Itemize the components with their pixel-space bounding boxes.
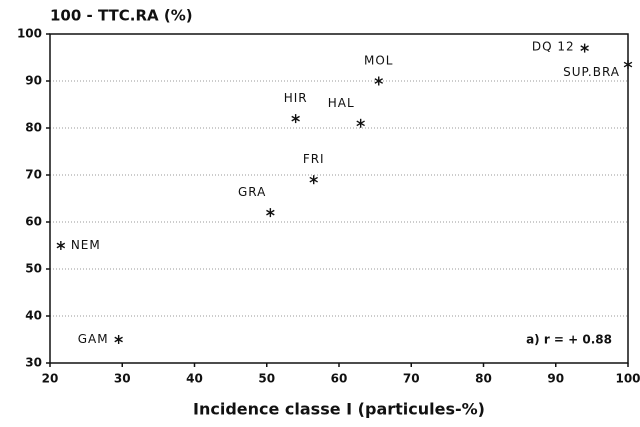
x-tick-label: 20 xyxy=(42,372,59,386)
x-axis-label: Incidence classe I (particules-%) xyxy=(193,400,485,419)
point-label: HIR xyxy=(284,91,308,105)
x-tick-label: 60 xyxy=(331,372,348,386)
point xyxy=(291,114,300,124)
point-stroke xyxy=(266,209,275,216)
point-label: GAM xyxy=(78,332,109,346)
x-tick-label: 50 xyxy=(258,372,275,386)
x-tick-label: 100 xyxy=(615,372,640,386)
annotation: a) r = + 0.88 xyxy=(526,333,612,347)
point-stroke xyxy=(56,242,66,249)
y-tick-label: 50 xyxy=(25,262,42,276)
y-tick-label: 80 xyxy=(25,121,42,135)
point xyxy=(580,43,589,53)
y-tick-label: 100 xyxy=(17,27,42,41)
point-label: HAL xyxy=(328,96,355,110)
point xyxy=(56,241,66,250)
point xyxy=(374,76,384,86)
point-stroke xyxy=(309,176,318,183)
point xyxy=(623,60,633,70)
point xyxy=(309,175,318,185)
plot-frame xyxy=(49,33,629,364)
point-stroke xyxy=(580,45,589,51)
x-tick-label: 90 xyxy=(547,372,564,386)
y-tick-label: 60 xyxy=(25,215,42,229)
point-stroke xyxy=(114,336,123,343)
x-tick-label: 70 xyxy=(403,372,420,386)
point-stroke xyxy=(291,115,300,122)
y-tick-label: 90 xyxy=(25,74,42,88)
chart-title: 100 - TTC.RA (%) xyxy=(50,7,193,25)
point-label: GRA xyxy=(238,185,266,199)
point-label: DQ 12 xyxy=(532,40,575,54)
point-stroke xyxy=(374,78,384,84)
x-tick-label: 30 xyxy=(114,372,131,386)
point-label: SUP.BRA xyxy=(563,65,620,79)
point-label: FRI xyxy=(303,152,325,166)
point-stroke xyxy=(356,120,365,127)
y-tick-label: 70 xyxy=(25,168,42,182)
x-tick-label: 80 xyxy=(475,372,492,386)
x-tick-label: 40 xyxy=(186,372,203,386)
y-tick-label: 30 xyxy=(25,356,42,370)
point-stroke xyxy=(623,61,633,68)
point xyxy=(114,335,123,344)
point-label: NEM xyxy=(71,238,101,252)
y-tick-label: 40 xyxy=(25,309,42,323)
point xyxy=(356,118,365,128)
point xyxy=(266,208,275,218)
point-label: MOL xyxy=(364,54,393,68)
